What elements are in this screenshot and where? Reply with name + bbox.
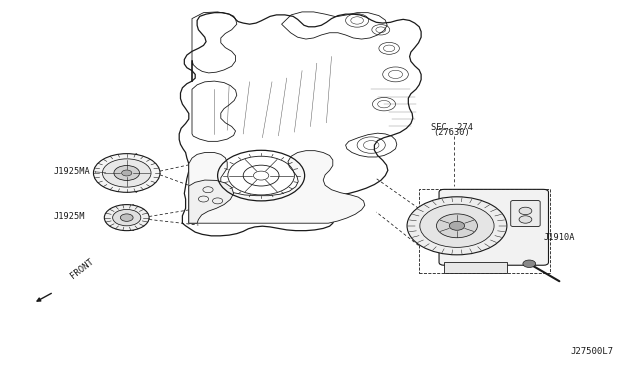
Circle shape (436, 214, 477, 238)
Circle shape (93, 154, 160, 192)
Circle shape (519, 207, 532, 215)
Circle shape (449, 221, 465, 230)
Text: J1925M: J1925M (53, 212, 84, 221)
Text: FRONT: FRONT (68, 256, 95, 280)
Text: J1910A: J1910A (544, 233, 575, 242)
Text: J27500L7: J27500L7 (570, 347, 613, 356)
Circle shape (519, 216, 532, 223)
Circle shape (407, 197, 507, 255)
Text: J1925MA: J1925MA (53, 167, 90, 176)
Polygon shape (189, 151, 365, 223)
Circle shape (120, 214, 133, 221)
Circle shape (114, 166, 140, 180)
Circle shape (122, 170, 132, 176)
Circle shape (113, 209, 141, 226)
Circle shape (420, 204, 494, 247)
Circle shape (102, 159, 151, 187)
Text: (27630): (27630) (433, 128, 470, 137)
Polygon shape (444, 262, 507, 273)
Polygon shape (189, 180, 234, 223)
Circle shape (523, 260, 536, 267)
Text: SEC. 274: SEC. 274 (431, 123, 473, 132)
Circle shape (104, 205, 149, 231)
FancyBboxPatch shape (511, 201, 540, 227)
FancyBboxPatch shape (439, 189, 548, 265)
